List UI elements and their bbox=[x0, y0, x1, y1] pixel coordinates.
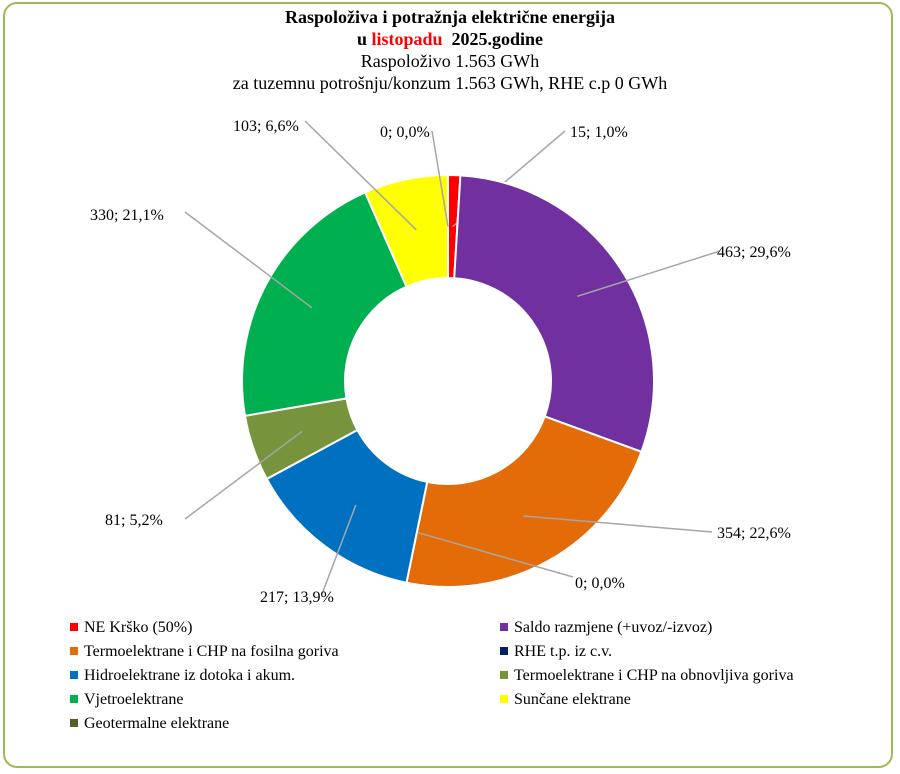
legend-label: Sunčane elektrane bbox=[514, 691, 631, 708]
legend-label: Geotermalne elektrane bbox=[84, 715, 230, 732]
legend-item-2: Saldo razmjene (+uvoz/-izvoz) bbox=[500, 618, 712, 638]
slice-8 bbox=[363, 173, 449, 289]
legend-swatch bbox=[70, 647, 78, 655]
chart-subtitle-consumption: za tuzemnu potrošnju/konzum 1.563 GWh, R… bbox=[232, 73, 668, 93]
chart-title-block: Raspoloživa i potražnja električne energ… bbox=[0, 6, 900, 94]
legend-swatch bbox=[500, 671, 508, 679]
data-label-6: 81; 5,2% bbox=[105, 512, 163, 529]
leader-line-3 bbox=[523, 515, 713, 533]
slice-5 bbox=[265, 428, 429, 584]
chart-title-line2: u listopadu 2025.godine bbox=[0, 28, 900, 50]
legend-item-7: Vjetroelektrane bbox=[70, 690, 184, 710]
legend-swatch bbox=[70, 719, 78, 727]
legend-item-9: Geotermalne elektrane bbox=[70, 714, 229, 734]
data-label-5: 217; 13,9% bbox=[260, 589, 334, 606]
legend-item-1: NE Krško (50%) bbox=[70, 618, 192, 638]
leader-line-6 bbox=[184, 430, 303, 520]
legend-swatch bbox=[500, 623, 508, 631]
slice-3 bbox=[405, 415, 643, 588]
data-label-4: 0; 0,0% bbox=[575, 575, 625, 592]
slice-2 bbox=[453, 174, 655, 454]
legend-label: Termoelektrane i CHP na fosilna goriva bbox=[84, 643, 339, 660]
leader-line-2 bbox=[577, 250, 721, 298]
legend-item-3: Termoelektrane i CHP na fosilna goriva bbox=[70, 642, 339, 662]
legend-item-8: Sunčane elektrane bbox=[500, 690, 631, 710]
legend-label: RHE t.p. iz c.v. bbox=[514, 643, 613, 660]
leader-line-5 bbox=[321, 504, 357, 595]
legend-item-5: Hidroelektrane iz dotoka i akum. bbox=[70, 666, 295, 686]
legend-label: NE Krško (50%) bbox=[84, 619, 193, 636]
legend-label: Termoelektrane i CHP na obnovljiva goriv… bbox=[514, 667, 794, 684]
legend-label: Saldo razmjene (+uvoz/-izvoz) bbox=[514, 619, 713, 636]
legend-swatch bbox=[500, 647, 508, 655]
data-label-9: 0; 0,0% bbox=[380, 124, 430, 141]
title-year: 2025.godine bbox=[451, 29, 544, 49]
leader-line-9 bbox=[431, 130, 449, 227]
data-label-3: 354; 22,6% bbox=[717, 525, 791, 542]
data-label-1: 15; 1,0% bbox=[570, 124, 628, 141]
legend-label: Hidroelektrane iz dotoka i akum. bbox=[84, 667, 296, 684]
chart-frame bbox=[3, 2, 893, 768]
data-label-2: 463; 29,6% bbox=[717, 244, 791, 261]
chart-subtitle-available: Raspoloživo 1.563 GWh bbox=[360, 51, 540, 71]
legend-swatch bbox=[70, 695, 78, 703]
chart-title: Raspoloživa i potražnja električne energ… bbox=[285, 7, 615, 27]
slice-7 bbox=[241, 191, 408, 417]
data-label-8: 103; 6,6% bbox=[233, 118, 299, 135]
leader-line-4 bbox=[416, 531, 574, 578]
legend-swatch bbox=[70, 623, 78, 631]
legend-swatch bbox=[70, 671, 78, 679]
legend-swatch bbox=[500, 695, 508, 703]
legend-item-6: Termoelektrane i CHP na obnovljiva goriv… bbox=[500, 666, 794, 686]
legend-item-4: RHE t.p. iz c.v. bbox=[500, 642, 612, 662]
title-prefix: u bbox=[356, 29, 367, 49]
data-label-7: 330; 21,1% bbox=[90, 207, 164, 224]
title-month: listopadu bbox=[371, 29, 443, 49]
legend-label: Vjetroelektrane bbox=[84, 691, 184, 708]
leader-line-7 bbox=[184, 211, 313, 309]
leader-line-8 bbox=[304, 120, 417, 231]
